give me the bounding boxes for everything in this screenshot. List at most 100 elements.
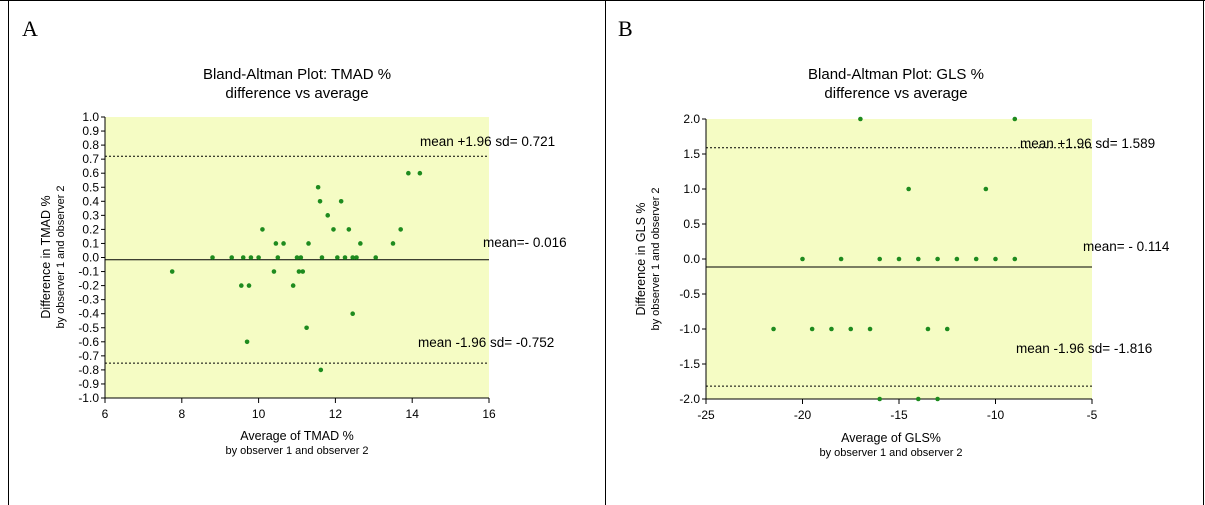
data-point-b: [906, 186, 911, 192]
data-point-a: [358, 241, 363, 246]
lower-limit-label-a: mean -1.96 sd= -0.752: [418, 335, 554, 350]
data-point-b: [983, 186, 989, 192]
y-tick-label-a: -0.2: [78, 279, 99, 293]
data-point-b: [944, 326, 950, 332]
data-point-a: [300, 269, 306, 274]
data-point-a: [296, 269, 302, 274]
panel-label-a: A: [22, 16, 38, 41]
x-axis-sublabel-a: by observer 1 and observer 2: [225, 445, 368, 457]
x-tick-label-b: -10: [987, 408, 1005, 422]
y-tick-label-a: -0.3: [78, 293, 99, 307]
data-point-a: [290, 283, 296, 288]
y-tick-label-b: 1.5: [683, 147, 700, 161]
data-point-a: [346, 227, 352, 232]
chart-title-b: Bland-Altman Plot: GLS %: [808, 66, 984, 83]
x-tick-label-a: 14: [406, 407, 420, 421]
data-point-a: [342, 255, 348, 260]
y-ticks-b: 2.0 1.5 1.0 0.5 0.0 -0.5 -1.0 -1.5 -2.0: [679, 112, 706, 406]
y-tick-label-a: -0.4: [78, 307, 99, 321]
y-tick-label-a: 0.5: [82, 180, 99, 194]
y-axis-label-b: Difference in GLS %: [634, 202, 648, 315]
y-tick-label-a: 0.7: [82, 152, 99, 166]
data-point-a: [240, 255, 246, 260]
data-point-a: [281, 241, 286, 246]
y-ticks-a: 1.00.90.80.70.60.50.40.30.20.10.0-0.1-0.…: [78, 110, 105, 405]
y-tick-label-b: -2.0: [679, 392, 700, 406]
x-tick-label-b: -20: [794, 408, 812, 422]
y-tick-label-a: -0.5: [78, 321, 99, 335]
panel-a: A Bland-Altman Plot: TMAD % difference v…: [22, 16, 567, 457]
y-tick-label-a: -1.0: [78, 391, 99, 405]
upper-limit-label-b: mean +1.96 sd= 1.589: [1020, 136, 1155, 151]
data-point-a: [306, 241, 311, 246]
data-point-a: [244, 339, 250, 345]
data-point-a: [317, 199, 323, 204]
data-point-a: [210, 255, 215, 260]
data-point-a: [275, 255, 281, 260]
x-axis-sublabel-b: by observer 1 and observer 2: [819, 447, 962, 459]
data-point-a: [315, 184, 321, 190]
data-point-a: [304, 325, 309, 331]
data-point-b: [829, 326, 834, 332]
data-point-b: [993, 256, 998, 262]
data-point-b: [954, 256, 960, 262]
y-tick-label-a: 0.6: [82, 166, 99, 180]
y-axis-label-a: Difference in TMAD %: [39, 195, 53, 318]
data-point-a: [350, 255, 355, 260]
data-point-b: [896, 256, 902, 262]
chart-subtitle-b: difference vs average: [824, 85, 967, 102]
data-point-a: [273, 241, 279, 246]
points-b: [771, 116, 1018, 402]
data-point-b: [935, 396, 940, 402]
upper-limit-label-a: mean +1.96 sd= 0.721: [420, 134, 555, 149]
data-point-a: [331, 227, 336, 232]
data-point-b: [1012, 116, 1018, 122]
data-point-a: [298, 255, 304, 260]
data-point-b: [838, 256, 844, 262]
x-tick-label-a: 6: [102, 407, 109, 421]
data-point-a: [248, 255, 254, 260]
chart-title-a: Bland-Altman Plot: TMAD %: [203, 66, 391, 83]
data-point-b: [935, 256, 940, 262]
x-tick-label-a: 10: [252, 407, 266, 421]
y-tick-label-a: 0.0: [82, 251, 99, 265]
data-point-b: [916, 256, 921, 262]
y-tick-label-b: -0.5: [679, 287, 700, 301]
data-point-a: [246, 283, 252, 288]
panel-label-b: B: [618, 16, 633, 41]
x-tick-label-b: -5: [1087, 408, 1098, 422]
data-point-b: [916, 396, 921, 402]
panel-b: B Bland-Altman Plot: GLS % difference vs…: [618, 16, 1170, 459]
x-tick-label-a: 16: [482, 407, 496, 421]
data-point-b: [973, 256, 979, 262]
y-tick-label-b: 2.0: [683, 112, 700, 126]
data-point-a: [260, 227, 265, 232]
data-point-a: [294, 255, 300, 260]
data-point-b: [867, 326, 873, 332]
y-tick-label-b: 1.0: [683, 182, 700, 196]
y-tick-label-a: -0.1: [78, 265, 99, 279]
x-tick-label-a: 8: [178, 407, 185, 421]
y-axis-sublabel-a: by observer 1 and observer 2: [55, 185, 67, 328]
y-tick-label-a: 0.4: [82, 194, 99, 208]
data-point-b: [848, 326, 854, 332]
data-point-a: [417, 170, 423, 176]
data-point-a: [256, 255, 261, 260]
data-point-b: [877, 396, 882, 402]
data-point-a: [373, 255, 379, 260]
data-point-b: [800, 256, 805, 262]
y-tick-label-a: 0.8: [82, 138, 99, 152]
y-tick-label-b: -1.0: [679, 322, 700, 336]
y-tick-label-a: -0.9: [78, 377, 99, 391]
data-point-a: [229, 255, 235, 260]
data-point-a: [169, 269, 175, 274]
x-tick-label-b: -25: [697, 408, 715, 422]
data-point-b: [925, 326, 931, 332]
x-axis-label-b: Average of GLS%: [841, 431, 941, 445]
data-point-a: [406, 170, 411, 176]
data-point-a: [318, 367, 324, 373]
x-tick-label-b: -15: [890, 408, 908, 422]
y-tick-label-a: 0.9: [82, 124, 99, 138]
data-point-a: [398, 227, 403, 232]
